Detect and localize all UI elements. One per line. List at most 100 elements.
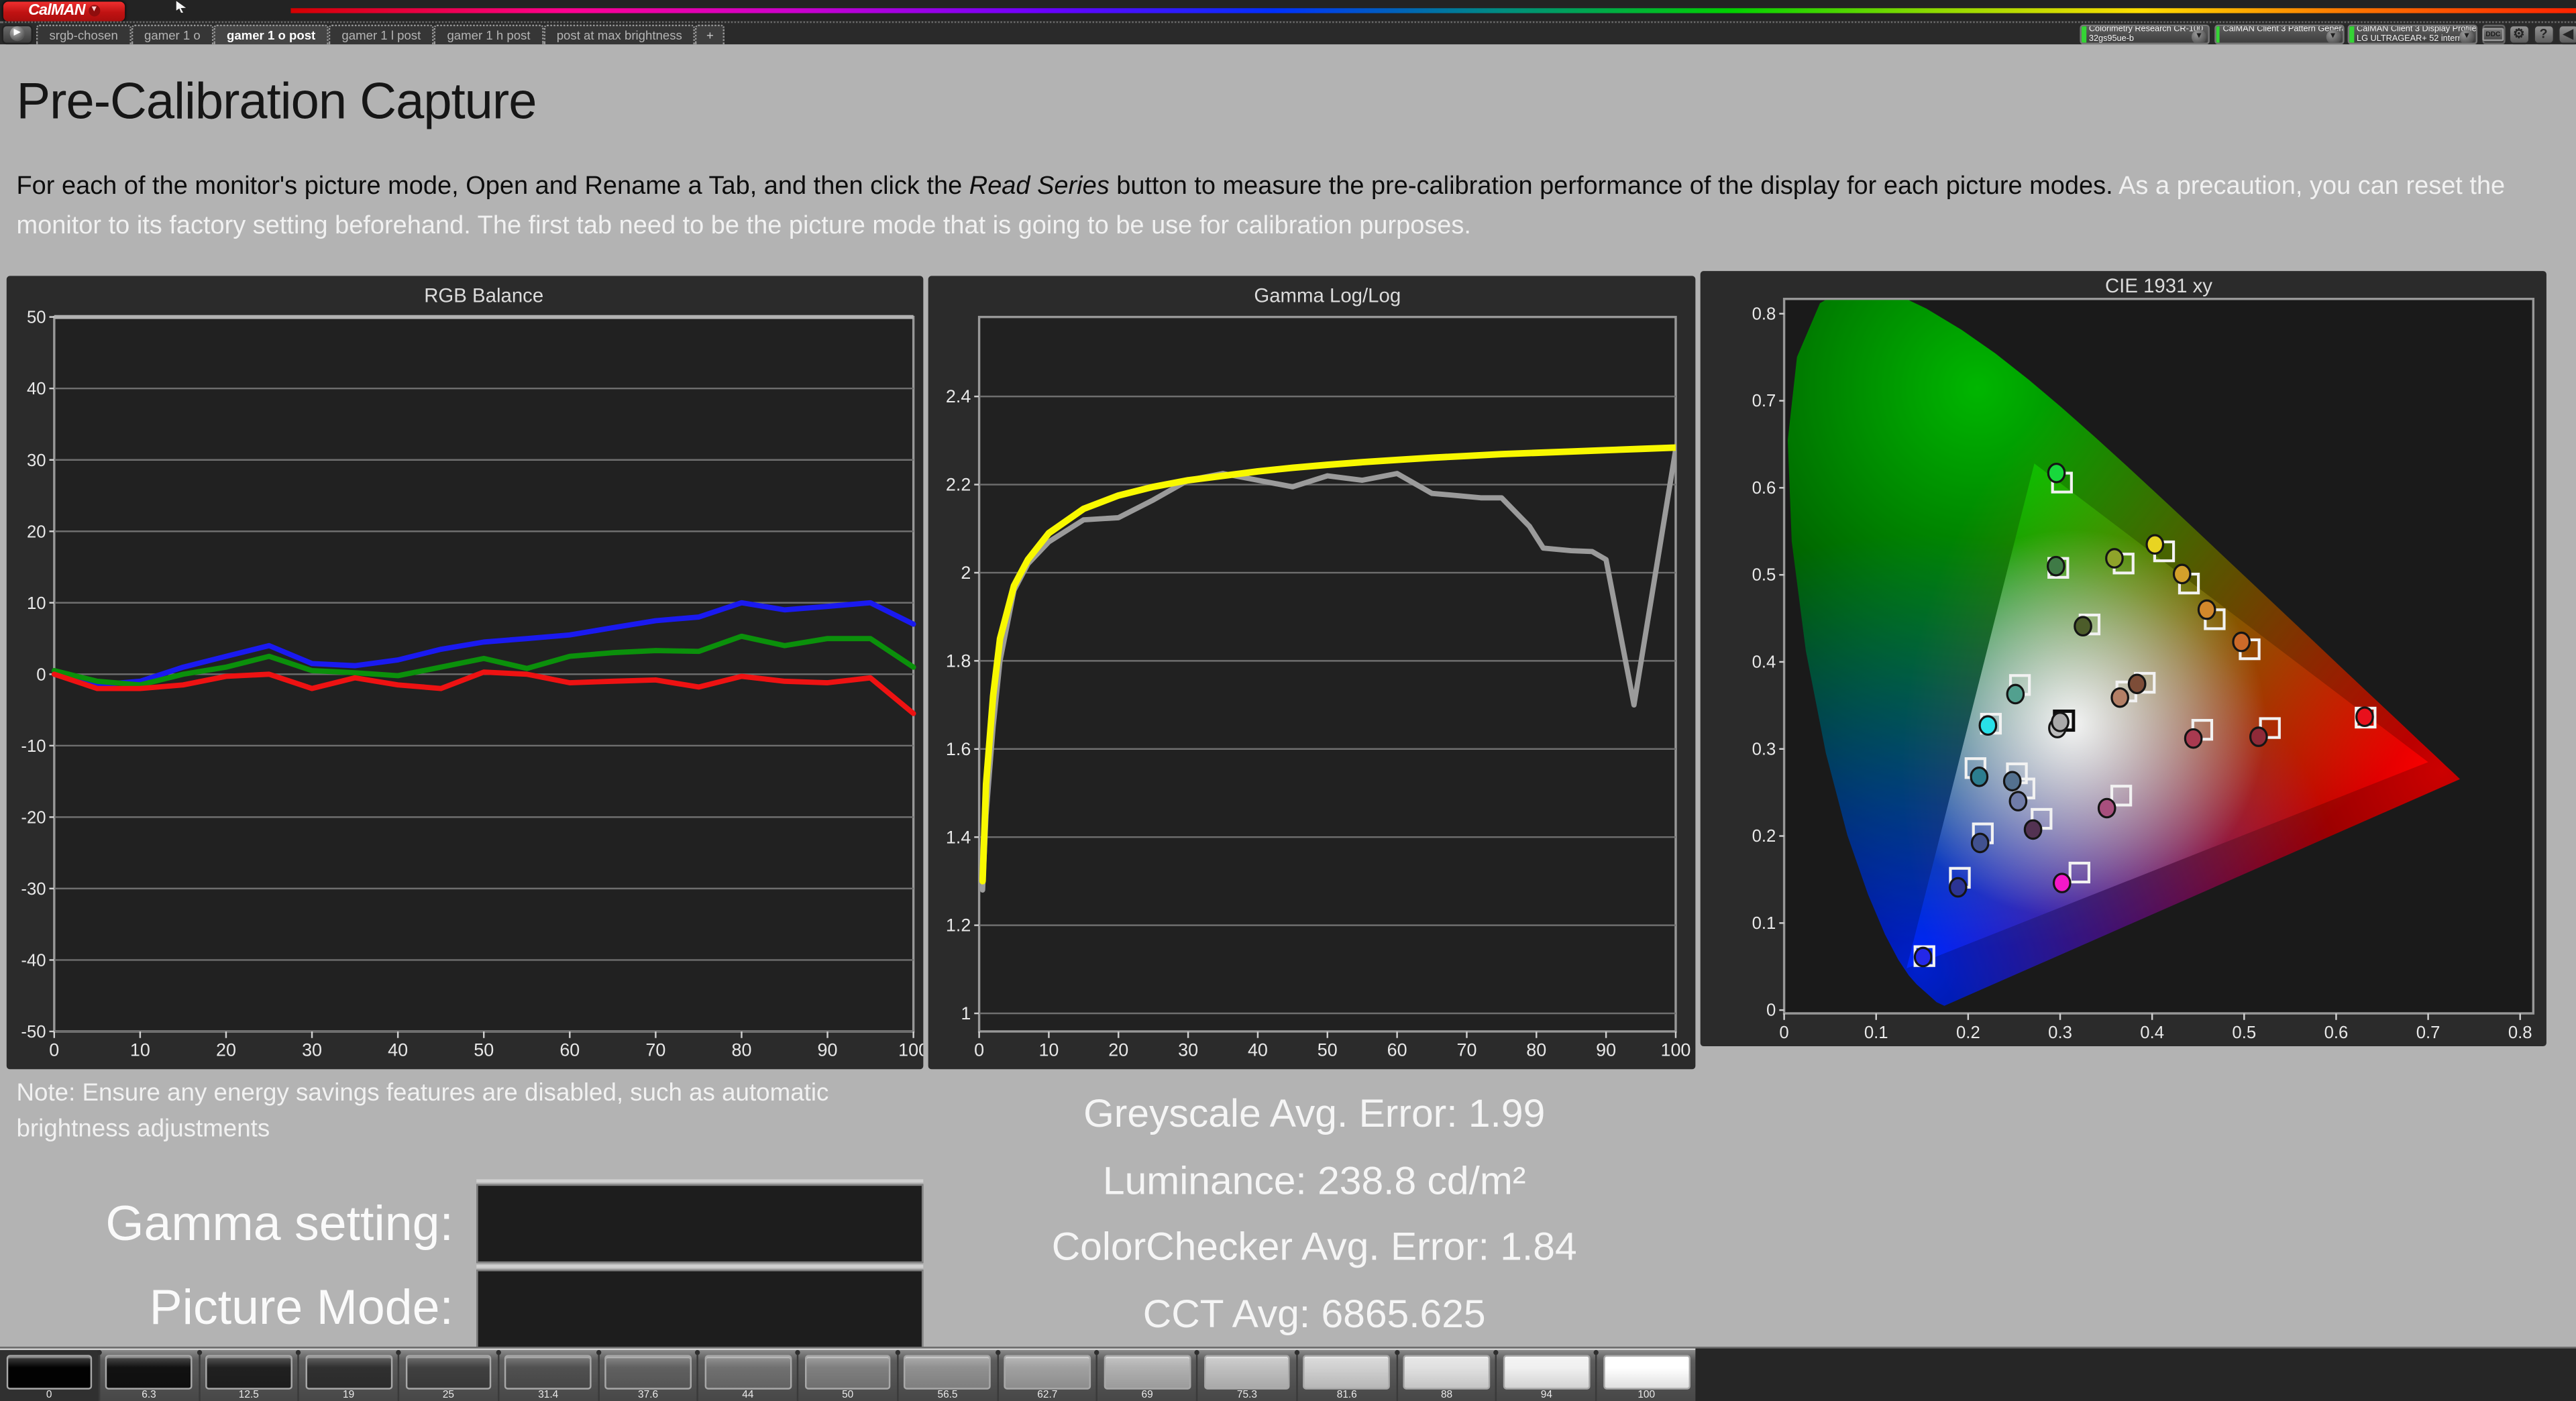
svg-text:-20: -20 — [21, 808, 46, 827]
add-tab-button[interactable]: + — [695, 24, 725, 44]
page-title: Pre-Calibration Capture — [16, 72, 537, 130]
patch-label: 69 — [1141, 1389, 1153, 1401]
patch-swatch — [804, 1355, 892, 1390]
settings-button[interactable]: ⚙ — [2508, 23, 2530, 45]
description-read-series: Read Series — [969, 172, 1110, 201]
svg-text:90: 90 — [1596, 1040, 1616, 1060]
patch-swatch — [1403, 1355, 1491, 1390]
pattern-patch-31.4[interactable]: 31.4 — [496, 1350, 598, 1401]
measured-point-red-primary — [2355, 706, 2374, 728]
target-square-magenta-patch — [2110, 785, 2133, 807]
svg-text:-10: -10 — [21, 737, 46, 756]
tab-gamer-1-l-post[interactable]: gamer 1 l post — [328, 24, 434, 44]
pattern-patch-44[interactable]: 44 — [695, 1350, 797, 1401]
device-dropdown-text: CalMAN Client 3 Display Profiler LG ULTRA… — [2357, 24, 2478, 44]
tab-gamer-1-o[interactable]: gamer 1 o — [131, 24, 214, 44]
tab-gamer-1-o-post[interactable]: gamer 1 o post — [213, 24, 329, 44]
device-dropdown-1[interactable]: Colorimetry Research CR-100 32gs95ue-b ▼ — [2080, 23, 2210, 45]
svg-text:0.3: 0.3 — [1752, 740, 1776, 759]
calman-menu-button[interactable]: CalMAN ▾ — [3, 1, 125, 21]
svg-text:10: 10 — [1038, 1040, 1059, 1060]
description-part3: As a precaution, you can reset the monit… — [16, 172, 2506, 239]
spectrum-gradient-bar — [290, 8, 2576, 13]
chevron-left-icon: ◀ — [2563, 26, 2573, 42]
device-connected-indicator — [2349, 25, 2354, 43]
svg-text:90: 90 — [818, 1040, 838, 1060]
svg-text:0: 0 — [1779, 1023, 1788, 1042]
svg-text:1.4: 1.4 — [946, 827, 971, 847]
svg-text:40: 40 — [27, 380, 46, 398]
patch-swatch — [704, 1355, 792, 1390]
device-dropdown-2[interactable]: CalMAN Client 3 Pattern Generator ▼ — [2214, 23, 2344, 45]
pattern-patch-62.7[interactable]: 62.7 — [995, 1350, 1097, 1401]
pattern-patch-81.6[interactable]: 81.6 — [1294, 1350, 1396, 1401]
svg-text:0.1: 0.1 — [1864, 1023, 1888, 1042]
patch-swatch — [504, 1355, 592, 1390]
pattern-patch-50[interactable]: 50 — [795, 1350, 897, 1401]
pattern-patch-12.5[interactable]: 12.5 — [196, 1350, 298, 1401]
pattern-patch-0[interactable]: 0 — [0, 1350, 99, 1401]
pattern-patch-25[interactable]: 25 — [396, 1350, 498, 1401]
measured-point-foliage — [2074, 616, 2092, 637]
title-bar: CalMAN ▾ — [0, 0, 2576, 21]
gamma-input-topline — [476, 1179, 924, 1183]
ddc-button[interactable]: DDC — [2481, 23, 2505, 45]
target-square-magenta-secondary — [2068, 861, 2090, 884]
gamma-setting-input[interactable] — [476, 1184, 924, 1264]
pattern-patch-19[interactable]: 19 — [296, 1350, 398, 1401]
pattern-patch-69[interactable]: 69 — [1095, 1350, 1197, 1401]
measured-point-yellow-green — [2105, 548, 2124, 569]
gamma-svg: Gamma Log/Log 1 1.2 1.4 1.6 1.8 2 2.2 2.4 0 10 20 30… — [946, 285, 1691, 1060]
patch-label: 44 — [742, 1389, 754, 1401]
pattern-patch-88[interactable]: 88 — [1394, 1350, 1496, 1401]
pattern-patch-100[interactable]: 100 — [1594, 1350, 1696, 1401]
svg-text:50: 50 — [474, 1040, 494, 1060]
tab-list: srgb-chosen gamer 1 o gamer 1 o post gamer … — [36, 23, 725, 45]
pattern-patch-94[interactable]: 94 — [1494, 1350, 1596, 1401]
pattern-patch-6.3[interactable]: 6.3 — [96, 1350, 198, 1401]
collapse-panel-button[interactable]: ◀ — [2558, 23, 2576, 45]
patch-swatch — [1004, 1355, 1091, 1390]
measured-point-purple — [2023, 819, 2043, 840]
tab-gamer-1-h-post[interactable]: gamer 1 h post — [433, 24, 544, 44]
svg-text:70: 70 — [645, 1040, 665, 1060]
energy-savings-note: Note: Ensure any energy savings features… — [16, 1078, 829, 1143]
pattern-patch-75.3[interactable]: 75.3 — [1194, 1350, 1296, 1401]
measured-point-blue-flower — [2008, 791, 2028, 811]
measured-point-light-skin — [2110, 687, 2130, 708]
help-button[interactable]: ? — [2533, 23, 2554, 45]
pattern-patch-56.5[interactable]: 56.5 — [895, 1350, 997, 1401]
svg-text:40: 40 — [1248, 1040, 1268, 1060]
picture-mode-input[interactable] — [476, 1270, 924, 1348]
measured-point-cyan-secondary — [1978, 715, 1998, 736]
measured-point-blue-primary — [1913, 946, 1933, 968]
patch-label: 56.5 — [937, 1389, 958, 1401]
svg-text:0.5: 0.5 — [2232, 1023, 2256, 1042]
patch-label: 31.4 — [538, 1389, 559, 1401]
tab-scroll-button[interactable]: ▶ — [1, 23, 33, 44]
tab-post-at-max-brightness[interactable]: post at max brightness — [543, 24, 696, 44]
measured-point-white-point-2 — [2051, 712, 2070, 732]
svg-text:0: 0 — [36, 665, 46, 684]
measured-point-magenta-patch — [2097, 797, 2116, 819]
svg-text:50: 50 — [1318, 1040, 1338, 1060]
patch-swatch — [1104, 1355, 1191, 1390]
gamma-chart: Gamma Log/Log 1 1.2 1.4 1.6 1.8 2 2.2 2.4 0 10 20 30… — [928, 276, 1696, 1070]
svg-text:2: 2 — [961, 563, 971, 583]
svg-text:RGB Balance: RGB Balance — [424, 285, 543, 307]
pattern-patch-37.6[interactable]: 37.6 — [595, 1350, 697, 1401]
measured-point-bluish-green — [2006, 683, 2025, 705]
svg-text:0.6: 0.6 — [2324, 1023, 2349, 1042]
patch-swatch — [5, 1355, 93, 1390]
picture-input-topline — [476, 1264, 924, 1268]
mouse-cursor — [175, 0, 189, 13]
device-dropdown-3[interactable]: CalMAN Client 3 Display Profiler LG ULTRA… — [2347, 23, 2478, 45]
device-connected-indicator — [2215, 25, 2220, 43]
patch-label: 37.6 — [638, 1389, 659, 1401]
patch-label: 12.5 — [238, 1389, 259, 1401]
measured-point-red-patch — [2249, 726, 2268, 747]
cie-measured-points — [1913, 462, 2377, 968]
measured-point-blue-patch — [1948, 877, 1968, 898]
tab-srgb-chosen[interactable]: srgb-chosen — [36, 24, 131, 44]
measured-point-blue-sky — [2002, 771, 2022, 792]
